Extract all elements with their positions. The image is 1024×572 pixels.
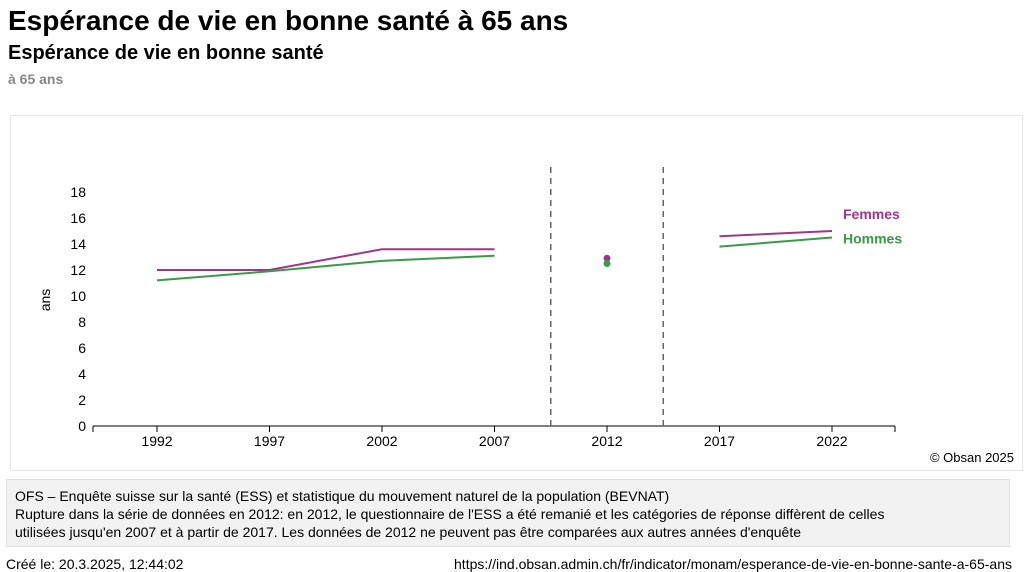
data-point-hommes [603,260,611,267]
x-tick-label: 2012 [591,433,622,449]
legend-label-femmes: Femmes [843,206,900,222]
y-tick-label: 8 [78,314,86,330]
x-tick-label: 1992 [141,433,172,449]
series-line-femmes [719,230,833,238]
legend-label-hommes: Hommes [843,231,902,247]
y-axis: 0 2 4 6 8 10 12 14 16 18 ans [37,184,86,434]
series-line-hommes [719,236,833,248]
y-tick-label: 4 [78,366,86,382]
series-line-femmes [157,248,495,271]
source-note: OFS – Enquête suisse sur la santé (ESS) … [6,479,1010,547]
legend: Femmes Hommes [843,206,902,247]
chart-frame [10,115,1023,471]
x-tick-label: 2007 [479,433,510,449]
chart-title: Espérance de vie en bonne santé [8,42,324,64]
y-tick-label: 6 [78,340,86,356]
created-date: Créé le: 20.3.2025, 12:44:02 [6,556,184,572]
page-title: Espérance de vie en bonne santé à 65 ans [8,5,569,36]
y-tick-label: 16 [70,210,86,226]
y-tick-label: 2 [78,392,86,408]
chart-credit: © Obsan 2025 [929,450,1014,465]
x-axis: 1992 1997 2002 2007 2012 2017 2022 [92,425,896,449]
x-tick-label: 2017 [704,433,735,449]
y-tick-label: 12 [70,262,86,278]
indicator-url[interactable]: https://ind.obsan.admin.ch/fr/indicator/… [454,556,1012,572]
y-tick-label: 10 [70,288,86,304]
source-line-3: utilisées jusqu'en 2007 et à partir de 2… [15,524,802,540]
series-break-lines [550,167,664,426]
line-chart: 0 2 4 6 8 10 12 14 16 18 ans 1992 1997 2002 2007 2012 2… [37,167,902,449]
x-tick-label: 1997 [254,433,285,449]
y-tick-label: 18 [70,184,86,200]
data-point-femmes [603,254,611,262]
source-line-1: OFS – Enquête suisse sur la santé (ESS) … [15,488,670,504]
chart-subtitle: à 65 ans [8,71,64,87]
x-tick-label: 2022 [816,433,847,449]
y-tick-label: 0 [78,418,86,434]
series-line-hommes [156,254,495,282]
y-axis-label: ans [37,289,53,312]
series-lines [156,230,833,282]
source-line-2: Rupture dans la série de données en 2012… [15,506,885,522]
y-tick-label: 14 [70,236,86,252]
x-tick-label: 2002 [366,433,397,449]
